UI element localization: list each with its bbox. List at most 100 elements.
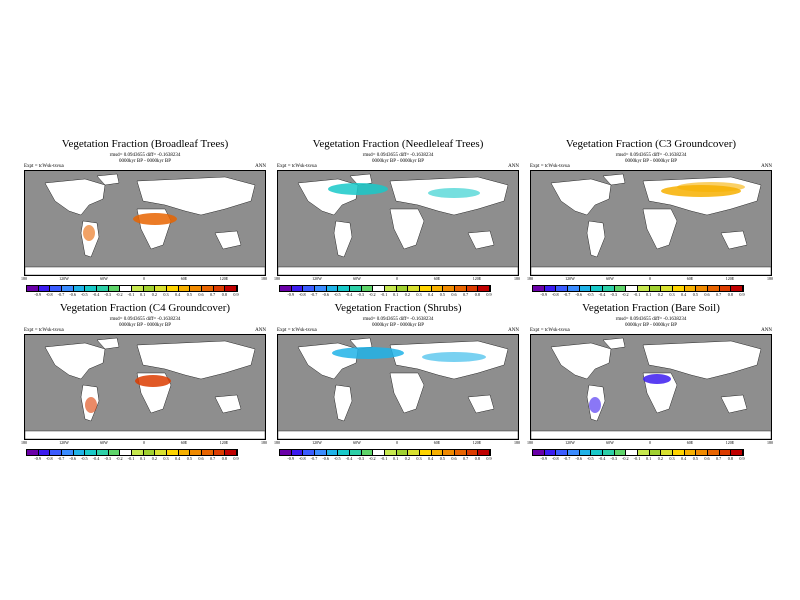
anomaly-patch <box>133 213 177 225</box>
colorbar-swatch <box>190 286 203 291</box>
longitude-tick-label: 60E <box>180 440 188 445</box>
longitude-tick-label: 180 <box>514 276 520 281</box>
longitude-tick-label: 120E <box>219 276 229 281</box>
colorbar-tick-label: -0.2 <box>622 456 629 461</box>
colorbar-swatch <box>38 286 51 291</box>
colorbar-tick-label: 0.6 <box>704 456 710 461</box>
panel-title: Vegetation Fraction (Broadleaf Trees) <box>61 138 229 150</box>
land-mass <box>550 342 612 380</box>
season-label: ANN <box>761 164 772 169</box>
longitude-axis: 180 120W 60W 0 60E 120E 180 <box>527 276 773 282</box>
colorbar-swatch <box>280 286 292 291</box>
colorbar-swatch <box>315 450 327 455</box>
colorbar-swatch <box>556 450 569 455</box>
colorbar-tick-label: -0.3 <box>610 456 617 461</box>
colorbar-tick-label: -0.2 <box>369 292 376 297</box>
colorbar-labels: -0.9 -0.8 -0.7 -0.6 -0.5 -0.4 -0.3 -0.2 -0.1 0.1 0… <box>532 292 744 298</box>
panel-title: Vegetation Fraction (C3 Groundcover) <box>565 138 737 150</box>
colorbar-tick-label: 0.4 <box>681 292 687 297</box>
colorbar-swatch <box>396 286 409 291</box>
colorbar-swatch <box>202 286 214 291</box>
colorbar-swatch <box>638 286 650 291</box>
colorbar-tick-label: 0.1 <box>393 292 399 297</box>
colorbar-swatch <box>326 286 339 291</box>
panel-stats: rmsd= 0.0943655 diff= -0.1638234 0000kyr … <box>109 317 181 328</box>
colorbar-swatch <box>73 450 86 455</box>
colorbar-tick-label: -0.5 <box>334 456 341 461</box>
experiment-label: Expt = tcWsk-tsvua <box>24 164 64 169</box>
colorbar-swatch <box>478 286 491 291</box>
colorbar-tick-label: -0.3 <box>357 292 364 297</box>
longitude-tick-label: 180 <box>21 440 27 445</box>
longitude-tick-label: 60W <box>100 440 108 445</box>
land-mass <box>602 173 626 186</box>
colorbar-swatch <box>466 450 479 455</box>
colorbar-tick-label: 0.4 <box>428 456 434 461</box>
colorbar-tick-label: -0.5 <box>334 292 341 297</box>
colorbar-swatch <box>338 450 351 455</box>
panel-bare-soil: Vegetation Fraction (Bare Soil) rmsd= 0.0… <box>526 302 776 482</box>
colorbar-tick-label: 0.6 <box>704 292 710 297</box>
anomaly-patch <box>332 347 404 359</box>
colorbar-swatch <box>443 286 456 291</box>
colorbar-swatch <box>280 450 292 455</box>
colorbar-swatch <box>591 286 604 291</box>
colorbar-tick-label: -0.1 <box>633 292 641 297</box>
world-map: 80N40N040S80S <box>530 170 772 276</box>
land-mass <box>720 394 748 414</box>
colorbar-swatch <box>350 286 362 291</box>
colorbar-tick-label: 0.8 <box>221 456 227 461</box>
colorbar-tick-label: -0.6 <box>69 292 76 297</box>
colorbar-tick-label: 0.5 <box>186 456 192 461</box>
season-label: ANN <box>508 164 519 169</box>
colorbar-labels: -0.9 -0.8 -0.7 -0.6 -0.5 -0.4 -0.3 -0.2 -0.1 0.1 0… <box>532 456 744 462</box>
colorbar-swatch <box>85 450 98 455</box>
panel-shrubs: Vegetation Fraction (Shrubs) rmsd= 0.0943… <box>273 302 523 482</box>
colorbar-swatch <box>478 450 491 455</box>
colorbar-swatch <box>579 450 592 455</box>
longitude-tick-label: 180 <box>767 440 773 445</box>
colorbar-swatch <box>385 450 397 455</box>
colorbar-swatch <box>568 286 580 291</box>
colorbar-swatch <box>38 450 51 455</box>
colorbar-swatch <box>167 450 179 455</box>
colorbar-tick-label: 0.5 <box>186 292 192 297</box>
colorbar-tick-label: -0.6 <box>575 456 582 461</box>
colorbar-tick-label: 0.2 <box>151 292 157 297</box>
world-map: 80N40N040S80S <box>24 170 266 276</box>
panel-needleleaf-trees: Vegetation Fraction (Needleleaf Trees) rm… <box>273 138 523 318</box>
colorbar-swatch <box>202 450 214 455</box>
longitude-tick-label: 120W <box>312 440 322 445</box>
colorbar-swatch <box>443 450 456 455</box>
colorbar-tick-label: 0.8 <box>474 456 480 461</box>
colorbar-swatch <box>167 286 179 291</box>
land-mass <box>389 208 425 250</box>
colorbar-tick-label: -0.7 <box>57 456 65 461</box>
longitude-tick-label: 180 <box>274 276 280 281</box>
colorbar-swatch <box>544 286 557 291</box>
colorbar-swatch <box>291 286 304 291</box>
colorbar-tick-label: 0.3 <box>669 292 675 297</box>
colorbar <box>532 285 744 292</box>
longitude-tick-label: 120E <box>472 440 482 445</box>
longitude-tick-label: 120W <box>565 276 575 281</box>
colorbar-tick-label: -0.7 <box>310 456 318 461</box>
colorbar-tick-label: 0.3 <box>669 456 675 461</box>
longitude-axis: 180 120W 60W 0 60E 120E 180 <box>274 440 520 446</box>
colorbar-swatch <box>338 286 351 291</box>
colorbar-tick-label: 0.3 <box>416 456 422 461</box>
panel-c4-groundcover: Vegetation Fraction (C4 Groundcover) rmsd… <box>20 302 270 482</box>
colorbar-swatch <box>603 450 615 455</box>
colorbar-tick-label: 0.3 <box>163 456 169 461</box>
land-mass <box>25 266 265 275</box>
colorbar-tick-label: -0.2 <box>116 456 123 461</box>
panel-stats: rmsd= 0.0943655 diff= -0.1638234 0000kyr … <box>362 153 434 164</box>
longitude-tick-label: 60W <box>606 276 614 281</box>
colorbar-tick-label: 0.5 <box>692 292 698 297</box>
season-label: ANN <box>508 328 519 333</box>
colorbar <box>26 449 238 456</box>
colorbar-swatch <box>120 286 133 291</box>
colorbar-tick-label: -0.7 <box>57 292 65 297</box>
colorbar-tick-label: -0.6 <box>69 456 76 461</box>
colorbar-tick-label: -0.9 <box>540 292 547 297</box>
